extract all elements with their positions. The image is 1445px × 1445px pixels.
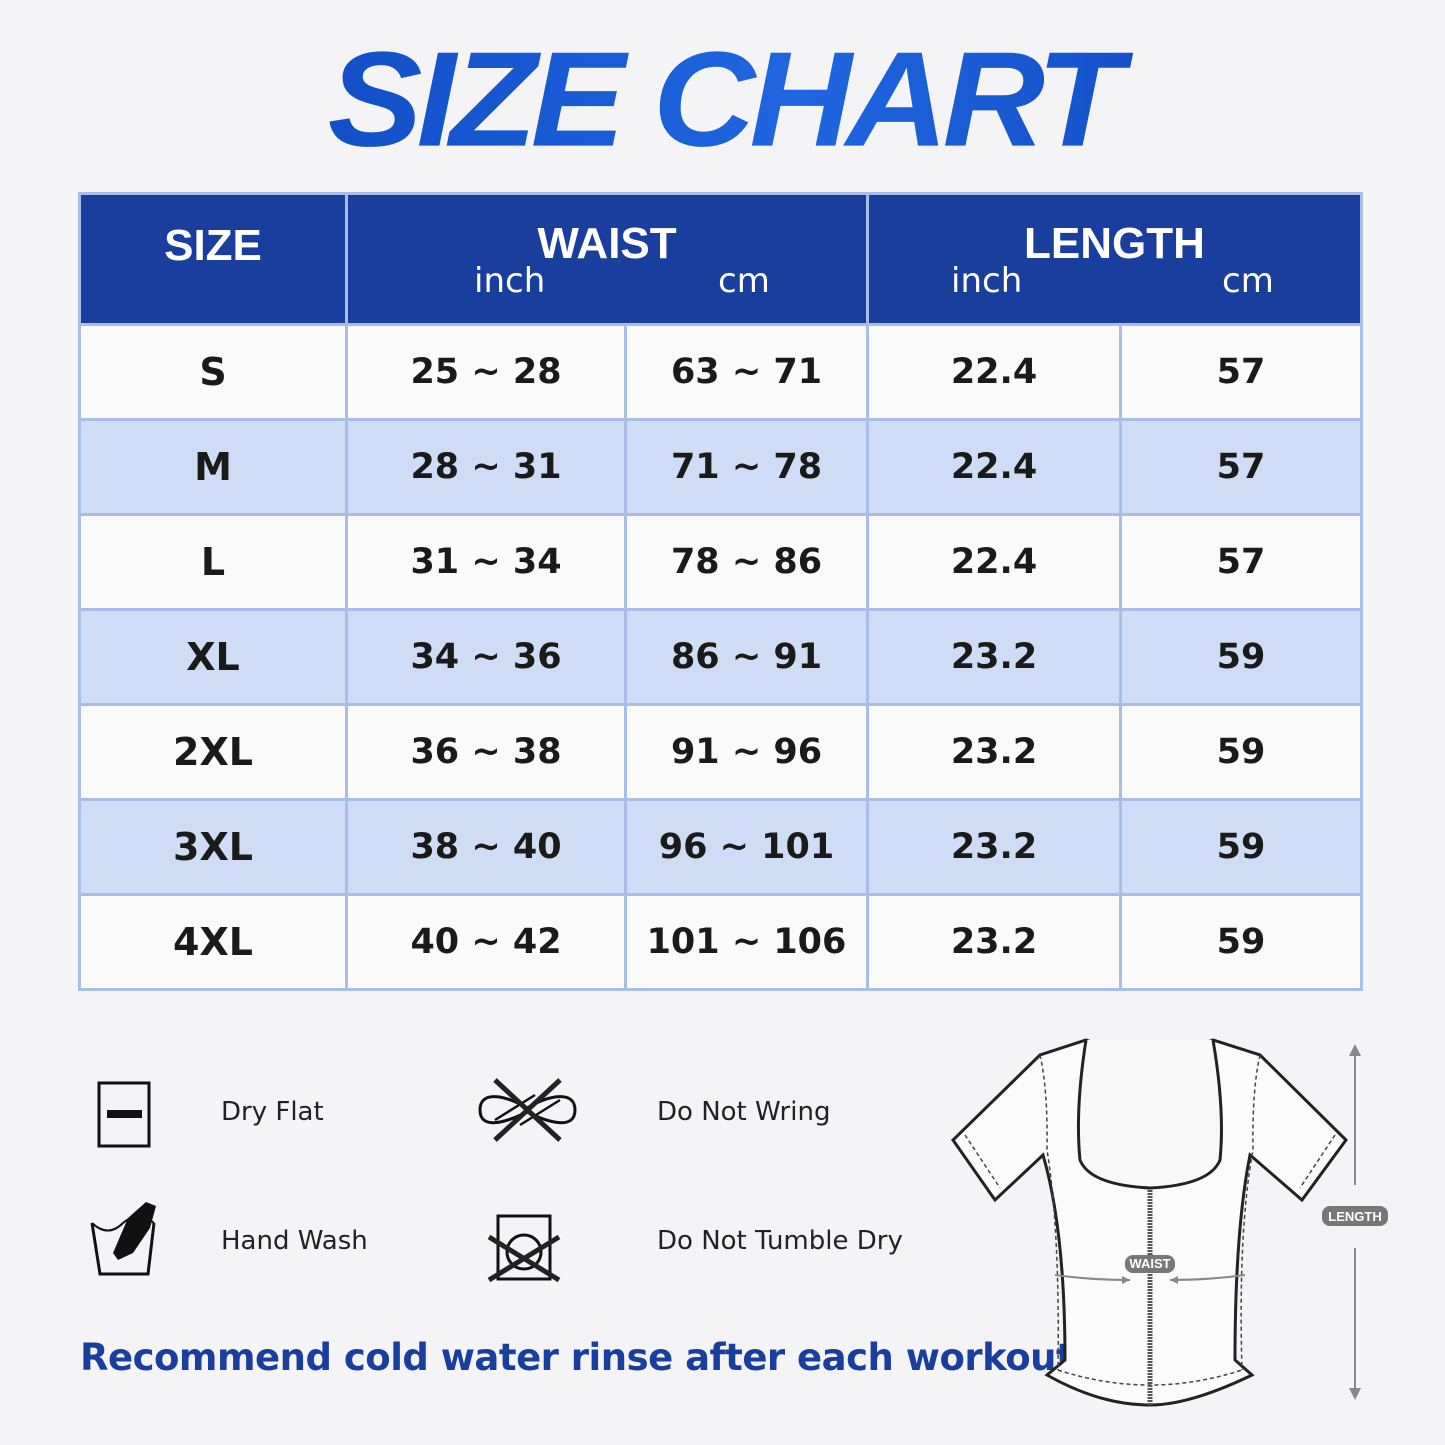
cell-size: 4XL xyxy=(78,893,348,991)
do-not-wring-icon xyxy=(478,1078,577,1142)
waist-inch-label: inch xyxy=(474,261,546,301)
cell-size: S xyxy=(78,323,348,421)
cell-length-cm: 59 xyxy=(1119,703,1363,801)
care-label: Dry Flat xyxy=(221,1097,324,1127)
cell-length-inch: 22.4 xyxy=(866,418,1122,516)
cell-size: M xyxy=(78,418,348,516)
hand-wash-icon xyxy=(90,1202,156,1276)
cell-length-inch: 23.2 xyxy=(866,798,1122,896)
do-not-tumble-dry-icon xyxy=(487,1214,561,1283)
cell-waist-inch: 28 ~ 31 xyxy=(345,418,627,516)
table-header: SIZE WAIST inch cm LENGTH inch cm xyxy=(78,192,1363,326)
cell-waist-inch: 40 ~ 42 xyxy=(345,893,627,991)
table-row: 3XL 38 ~ 40 96 ~ 101 23.2 59 xyxy=(78,798,1363,896)
cell-waist-inch: 38 ~ 40 xyxy=(345,798,627,896)
recommendation-text: Recommend cold water rinse after each wo… xyxy=(80,1336,1087,1379)
cell-length-inch: 23.2 xyxy=(866,608,1122,706)
garment-diagram: WAIST LENGTH xyxy=(951,1038,1388,1407)
header-length: LENGTH inch cm xyxy=(866,192,1363,326)
cell-length-inch: 23.2 xyxy=(866,703,1122,801)
cell-size: L xyxy=(78,513,348,611)
cell-length-inch: 23.2 xyxy=(866,893,1122,991)
table-row: M 28 ~ 31 71 ~ 78 22.4 57 xyxy=(78,418,1363,516)
cell-size: 2XL xyxy=(78,703,348,801)
header-waist: WAIST inch cm xyxy=(345,192,869,326)
size-table: SIZE WAIST inch cm LENGTH inch cm S 25 ~ … xyxy=(78,192,1363,991)
table-row: S 25 ~ 28 63 ~ 71 22.4 57 xyxy=(78,323,1363,421)
cell-waist-cm: 91 ~ 96 xyxy=(624,703,869,801)
cell-size: 3XL xyxy=(78,798,348,896)
cell-waist-cm: 78 ~ 86 xyxy=(624,513,869,611)
cell-waist-inch: 34 ~ 36 xyxy=(345,608,627,706)
cell-length-cm: 59 xyxy=(1119,608,1363,706)
header-size: SIZE xyxy=(78,192,348,326)
table-row: XL 34 ~ 36 86 ~ 91 23.2 59 xyxy=(78,608,1363,706)
waist-label: WAIST xyxy=(1129,1256,1170,1271)
length-label: LENGTH xyxy=(1328,1209,1381,1224)
cell-waist-cm: 86 ~ 91 xyxy=(624,608,869,706)
cell-length-cm: 57 xyxy=(1119,323,1363,421)
cell-size: XL xyxy=(78,608,348,706)
care-label: Do Not Wring xyxy=(657,1097,831,1127)
cell-waist-inch: 25 ~ 28 xyxy=(345,323,627,421)
cell-length-inch: 22.4 xyxy=(866,513,1122,611)
page-title: SIZE CHART xyxy=(0,22,1445,178)
cell-length-cm: 57 xyxy=(1119,513,1363,611)
cell-waist-inch: 36 ~ 38 xyxy=(345,703,627,801)
cell-length-cm: 57 xyxy=(1119,418,1363,516)
table-row: 4XL 40 ~ 42 101 ~ 106 23.2 59 xyxy=(78,893,1363,991)
care-label: Do Not Tumble Dry xyxy=(657,1226,903,1256)
cell-length-inch: 22.4 xyxy=(866,323,1122,421)
care-label: Hand Wash xyxy=(221,1226,368,1256)
length-cm-label: cm xyxy=(1222,261,1274,301)
table-row: 2XL 36 ~ 38 91 ~ 96 23.2 59 xyxy=(78,703,1363,801)
table-row: L 31 ~ 34 78 ~ 86 22.4 57 xyxy=(78,513,1363,611)
cell-waist-inch: 31 ~ 34 xyxy=(345,513,627,611)
cell-waist-cm: 101 ~ 106 xyxy=(624,893,869,991)
cell-waist-cm: 71 ~ 78 xyxy=(624,418,869,516)
cell-length-cm: 59 xyxy=(1119,798,1363,896)
dry-flat-icon xyxy=(97,1081,151,1148)
cell-waist-cm: 96 ~ 101 xyxy=(624,798,869,896)
cell-length-cm: 59 xyxy=(1119,893,1363,991)
waist-cm-label: cm xyxy=(718,261,770,301)
length-inch-label: inch xyxy=(951,261,1023,301)
cell-waist-cm: 63 ~ 71 xyxy=(624,323,869,421)
